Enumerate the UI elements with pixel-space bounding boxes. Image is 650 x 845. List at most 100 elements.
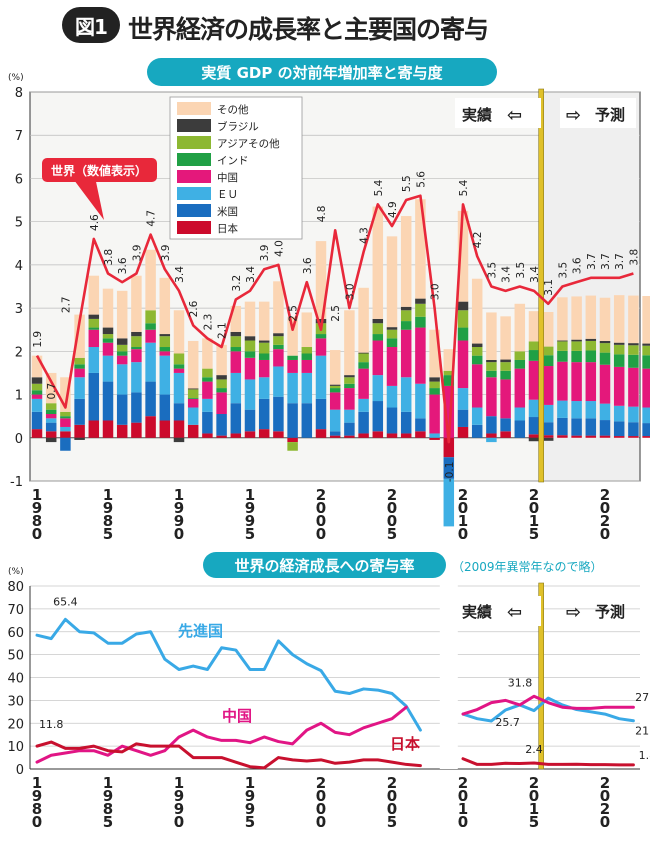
- bar-segment-china: [329, 392, 341, 410]
- chart2-y-tick: 30: [7, 694, 24, 709]
- bar-segment-other: [287, 316, 298, 356]
- bar-segment-india: [258, 353, 270, 360]
- bar-segment-asia_other: [102, 334, 114, 339]
- bar-segment-india: [528, 350, 540, 361]
- bar-segment-japan: [400, 433, 412, 438]
- world-value-label: 3.5: [557, 262, 569, 279]
- bar-segment-china: [116, 355, 128, 365]
- bar-segment-brazil: [471, 343, 483, 348]
- bar-segment-india: [344, 383, 355, 389]
- bar-segment-asia_other: [131, 336, 142, 348]
- world-value-label: 3.8: [103, 249, 115, 266]
- bar-segment-brazil: [74, 437, 85, 440]
- bar-segment-eu: [443, 478, 455, 527]
- bar-segment-eu: [429, 433, 440, 438]
- title-bar: 図1 世界経済の成長率と主要国の寄与: [0, 0, 650, 52]
- era-actual-label: 実績: [462, 106, 492, 124]
- bar-segment-asia_other: [74, 357, 85, 365]
- world-value-label: 3.0: [430, 283, 442, 300]
- callout-pointer: [68, 172, 104, 220]
- bar-segment-brazil: [457, 301, 469, 311]
- world-value-label: 4.7: [146, 210, 158, 227]
- bar-segment-asia_other: [116, 344, 128, 352]
- bar-segment-china: [443, 385, 455, 438]
- bar-segment-china: [599, 364, 611, 404]
- bar-segment-other: [528, 311, 540, 342]
- world-value-label: 5.4: [458, 179, 470, 196]
- bar-segment-brazil: [159, 334, 171, 337]
- bar-segment-china: [415, 327, 426, 384]
- bar-segment-other: [131, 275, 142, 332]
- bar-segment-india: [244, 351, 256, 358]
- chart2-title: 世界の経済成長への寄与率: [203, 552, 446, 578]
- world-value-label: 3.9: [259, 245, 271, 262]
- line-japan_line: [35, 740, 635, 770]
- bar-segment-japan: [159, 420, 171, 438]
- bar-segment-brazil: [131, 331, 142, 337]
- legend-swatch-other: [177, 102, 211, 115]
- bar-segment-eu: [31, 398, 43, 412]
- bar-segment-asia_other: [415, 303, 426, 317]
- bar-segment-asia_other: [514, 351, 526, 360]
- bar-segment-brazil: [599, 340, 611, 344]
- chart2-y-tick: 10: [7, 740, 24, 755]
- bar-segment-brazil: [244, 336, 256, 341]
- bar-segment-china: [88, 329, 100, 348]
- bar-segment-japan: [187, 424, 199, 438]
- chart2-y-tick: 40: [7, 672, 24, 687]
- bar-segment-us: [471, 424, 483, 438]
- bar-segment-other: [400, 216, 412, 307]
- bar-segment-us: [60, 437, 71, 451]
- bar-segment-china: [486, 377, 497, 417]
- bar-segment-us: [45, 422, 57, 432]
- bar-segment-eu: [528, 399, 540, 418]
- bar-segment-eu: [557, 400, 568, 418]
- bar-segment-brazil: [102, 327, 114, 335]
- bar-segment-other: [557, 297, 568, 341]
- series-label-china: 中国: [222, 707, 252, 725]
- bar-segment-india: [542, 355, 554, 367]
- bar-segment-japan: [642, 436, 650, 438]
- bar-segment-eu: [585, 401, 597, 419]
- bar-segment-other: [500, 316, 511, 360]
- bar-segment-eu: [131, 362, 142, 393]
- bar-segment-china: [287, 359, 298, 373]
- bar-segment-india: [287, 355, 298, 360]
- bar-segment-brazil: [187, 388, 199, 390]
- bar-segment-japan: [557, 435, 568, 438]
- bar-segment-china: [159, 351, 171, 356]
- world-value-label: 3.9: [160, 245, 172, 262]
- point-label-japan_line: 1.8: [639, 749, 650, 762]
- bar-segment-india: [571, 350, 582, 363]
- chart2-era-actual-arrow: ⇦: [507, 602, 522, 623]
- bar-segment-brazil: [258, 340, 270, 343]
- legend-swatch-brazil: [177, 119, 211, 132]
- bar-segment-other: [514, 303, 526, 352]
- chart2-era-forecast-label: 予測: [595, 603, 625, 621]
- bar-segment-japan: [542, 435, 554, 438]
- bar-segment-eu: [486, 437, 497, 443]
- chart2-y-tick: 80: [7, 580, 24, 595]
- bar-segment-other: [571, 296, 582, 340]
- bar-segment-japan: [585, 435, 597, 438]
- bar-segment-eu: [273, 366, 284, 397]
- bar-segment-us: [315, 398, 327, 430]
- world-value-label: 3.6: [117, 257, 129, 274]
- bar-segment-eu: [74, 377, 85, 399]
- line-developed: [35, 617, 635, 732]
- bar-segment-india: [145, 323, 156, 330]
- bar-segment-eu: [642, 407, 650, 424]
- bar-segment-us: [642, 423, 650, 437]
- bar-segment-other: [173, 310, 185, 354]
- bar-segment-eu: [457, 388, 469, 410]
- bar-segment-asia_other: [88, 318, 100, 328]
- world-value-label: 3.8: [628, 249, 640, 266]
- bar-segment-japan: [571, 435, 582, 438]
- bar-segment-other: [613, 295, 625, 343]
- bar-segment-other: [60, 377, 71, 412]
- bar-segment-india: [131, 347, 142, 350]
